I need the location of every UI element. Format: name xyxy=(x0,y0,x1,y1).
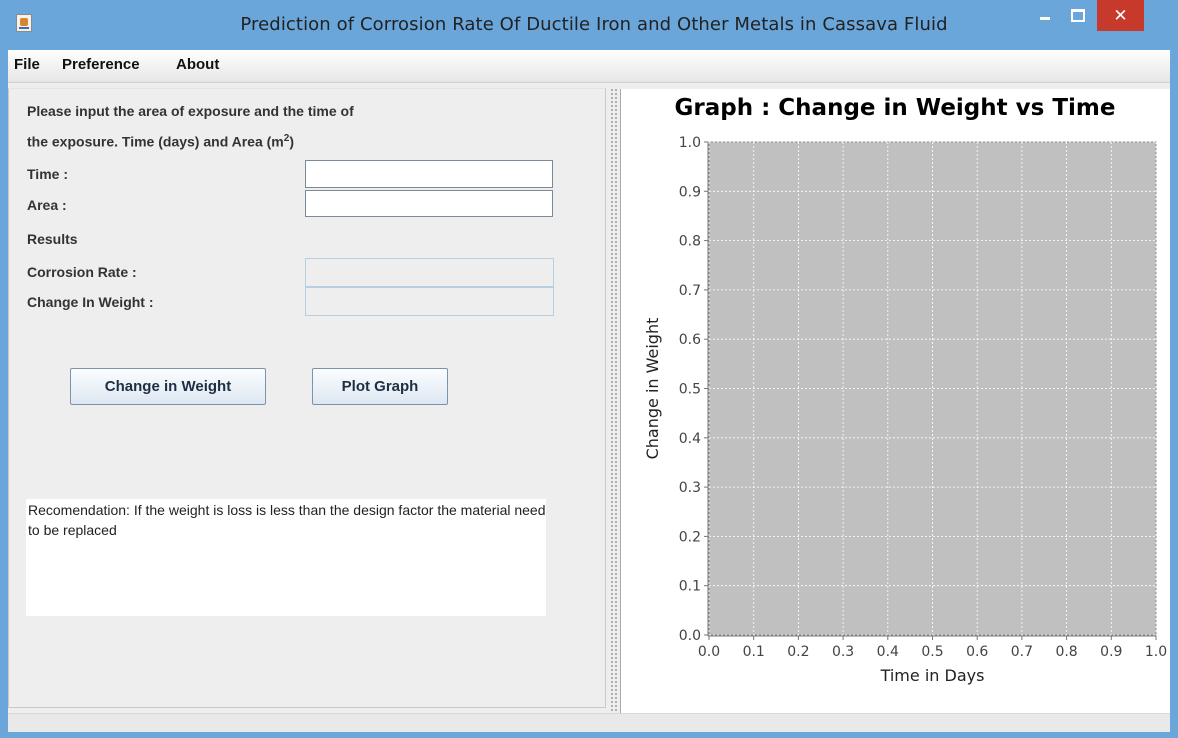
x-tick-label: 0.3 xyxy=(832,644,854,660)
x-tick-label: 0.5 xyxy=(921,644,943,660)
time-label: Time : xyxy=(27,166,68,182)
instruction-text: the exposure. Time (days) and Area (m xyxy=(27,133,284,150)
area-input[interactable] xyxy=(305,190,553,217)
menu-file[interactable]: File xyxy=(14,56,40,73)
y-tick-label: 0.9 xyxy=(679,184,701,200)
change-in-weight-label: Change In Weight : xyxy=(27,294,154,310)
instruction-line-2: the exposure. Time (days) and Area (m2) xyxy=(27,133,294,150)
split-pane-divider[interactable] xyxy=(610,88,618,712)
chart-panel: Graph : Change in Weight vs Time 0.0 0.1 0… xyxy=(620,89,1170,713)
corrosion-rate-label: Corrosion Rate : xyxy=(27,264,137,280)
title-bar[interactable]: Prediction of Corrosion Rate Of Ductile … xyxy=(0,0,1178,50)
change-in-weight-button[interactable]: Change in Weight xyxy=(70,368,266,405)
y-tick-label: 0.3 xyxy=(679,480,701,496)
y-tick-label: 0.7 xyxy=(679,283,701,299)
x-tick-label: 0.7 xyxy=(1011,644,1033,660)
results-heading: Results xyxy=(27,231,78,247)
menu-about[interactable]: About xyxy=(176,56,220,73)
y-tick-label: 0.8 xyxy=(679,234,701,250)
x-tick-label: 0.6 xyxy=(966,644,988,660)
y-tick-label: 0.5 xyxy=(679,382,701,398)
x-tick-label: 0.8 xyxy=(1055,644,1077,660)
x-tick-label: 0.4 xyxy=(877,644,899,660)
maximize-icon xyxy=(1071,9,1085,22)
status-bar xyxy=(8,713,1170,732)
close-button[interactable]: ✕ xyxy=(1097,0,1144,31)
x-tick-label: 0.2 xyxy=(787,644,809,660)
minimize-icon xyxy=(1040,17,1050,20)
x-axis-label: Time in Days xyxy=(880,666,985,685)
y-axis-label: Change in Weight xyxy=(643,318,662,460)
x-tick-label: 0.1 xyxy=(743,644,765,660)
y-tick-label: 0.4 xyxy=(679,431,701,447)
maximize-button[interactable] xyxy=(1063,0,1093,31)
instruction-superscript: 2 xyxy=(283,133,290,144)
x-tick-label: 0.9 xyxy=(1100,644,1122,660)
area-label: Area : xyxy=(27,197,67,213)
time-input[interactable] xyxy=(305,160,553,188)
client-area: File Preference About Please input the a… xyxy=(8,50,1170,732)
y-tick-label: 0.1 xyxy=(679,579,701,595)
x-tick-label: 1.0 xyxy=(1145,644,1167,660)
change-in-weight-field xyxy=(305,287,554,316)
corrosion-rate-field xyxy=(305,258,554,287)
close-icon: ✕ xyxy=(1113,5,1128,26)
menu-preference[interactable]: Preference xyxy=(62,56,140,73)
plot-graph-button[interactable]: Plot Graph xyxy=(312,368,448,405)
y-tick-label: 0.6 xyxy=(679,332,701,348)
chart-svg: 0.0 0.1 0.2 0.3 0.4 0.5 0.6 0.7 0.8 0.9 1.0 0.0 0.1 0… xyxy=(643,135,1167,685)
menu-bar: File Preference About xyxy=(8,50,1170,83)
recommendation-text: Recomendation: If the weight is loss is … xyxy=(26,499,546,616)
y-tick-label: 1.0 xyxy=(679,135,701,151)
x-tick-label: 0.0 xyxy=(698,644,720,660)
y-tick-label: 0.2 xyxy=(679,529,701,545)
java-app-icon[interactable] xyxy=(16,14,32,32)
window-title: Prediction of Corrosion Rate Of Ductile … xyxy=(240,14,948,35)
chart-title: Graph : Change in Weight vs Time xyxy=(674,95,1116,121)
input-panel: Please input the area of exposure and th… xyxy=(8,88,606,708)
y-tick-label: 0.0 xyxy=(679,628,701,644)
instruction-line-1: Please input the area of exposure and th… xyxy=(27,103,354,119)
minimize-button[interactable] xyxy=(1030,0,1060,31)
instruction-close-paren: ) xyxy=(289,133,294,150)
